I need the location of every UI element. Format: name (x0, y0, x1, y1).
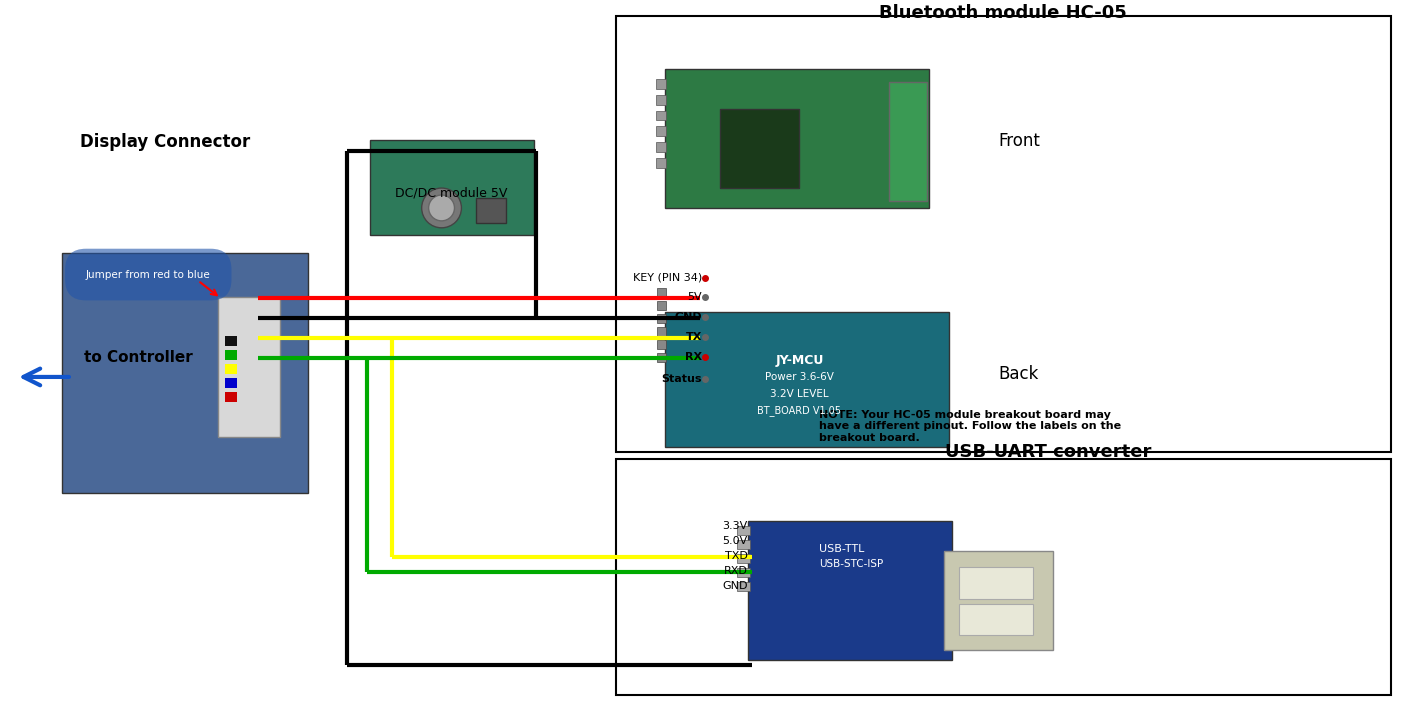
Text: Front: Front (998, 132, 1041, 150)
Bar (657, 95, 666, 105)
Text: BT_BOARD V1.05: BT_BOARD V1.05 (757, 405, 842, 416)
Text: to Controller: to Controller (83, 350, 192, 365)
Bar (370, 140, 534, 235)
Text: USB-UART converter: USB-UART converter (945, 443, 1151, 462)
Bar (658, 340, 666, 349)
Bar (658, 288, 666, 297)
Text: TX: TX (686, 332, 702, 342)
Bar (658, 353, 666, 362)
Bar (658, 327, 666, 336)
Bar (943, 551, 1053, 651)
Bar (737, 582, 750, 590)
Text: RX: RX (685, 352, 702, 362)
Bar (658, 302, 666, 310)
Text: USB-STC-ISP: USB-STC-ISP (819, 559, 884, 569)
Bar (657, 158, 666, 169)
Text: KEY (PIN 34): KEY (PIN 34) (633, 273, 702, 282)
Bar (225, 392, 237, 402)
Bar (737, 526, 750, 535)
Text: Status: Status (662, 374, 702, 384)
Text: RXD: RXD (724, 566, 748, 576)
Bar (737, 540, 750, 549)
Bar (890, 81, 926, 201)
Bar (616, 459, 1391, 695)
Circle shape (422, 188, 462, 228)
Text: NOTE: Your HC-05 module breakout board may
have a different pinout. Follow the l: NOTE: Your HC-05 module breakout board m… (819, 410, 1121, 443)
Text: Display Connector: Display Connector (80, 133, 250, 152)
Text: TXD: TXD (724, 551, 748, 561)
Bar (748, 521, 952, 661)
Text: Bluetooth module HC-05: Bluetooth module HC-05 (880, 4, 1127, 22)
Bar (665, 312, 949, 447)
Bar (658, 314, 666, 324)
Text: GND: GND (675, 312, 702, 322)
Bar (737, 568, 750, 577)
Text: 3.3V: 3.3V (723, 521, 748, 531)
Bar (225, 364, 237, 374)
Text: Jumper from red to blue: Jumper from red to blue (86, 270, 210, 280)
Bar (62, 253, 308, 493)
Text: 5.0V: 5.0V (723, 536, 748, 546)
Bar (657, 142, 666, 152)
Bar (217, 297, 280, 437)
Text: Power 3.6-6V: Power 3.6-6V (765, 372, 834, 382)
Text: JY-MCU: JY-MCU (775, 353, 823, 367)
Text: GND: GND (723, 581, 748, 590)
Bar (959, 604, 1034, 635)
Bar (476, 198, 505, 223)
Bar (657, 79, 666, 88)
Text: USB-TTL: USB-TTL (819, 544, 864, 554)
Text: DC/DC module 5V: DC/DC module 5V (395, 187, 508, 200)
Bar (616, 16, 1391, 452)
Bar (665, 69, 929, 208)
Bar (657, 110, 666, 120)
Bar (225, 378, 237, 388)
Bar (737, 554, 750, 563)
Circle shape (429, 195, 455, 221)
Bar (959, 567, 1034, 599)
Bar (657, 127, 666, 137)
Text: 5V: 5V (688, 292, 702, 302)
Text: 3.2V LEVEL: 3.2V LEVEL (770, 389, 829, 399)
Bar (225, 350, 237, 360)
Bar (720, 108, 799, 188)
Bar (225, 336, 237, 346)
Text: Back: Back (998, 365, 1039, 383)
